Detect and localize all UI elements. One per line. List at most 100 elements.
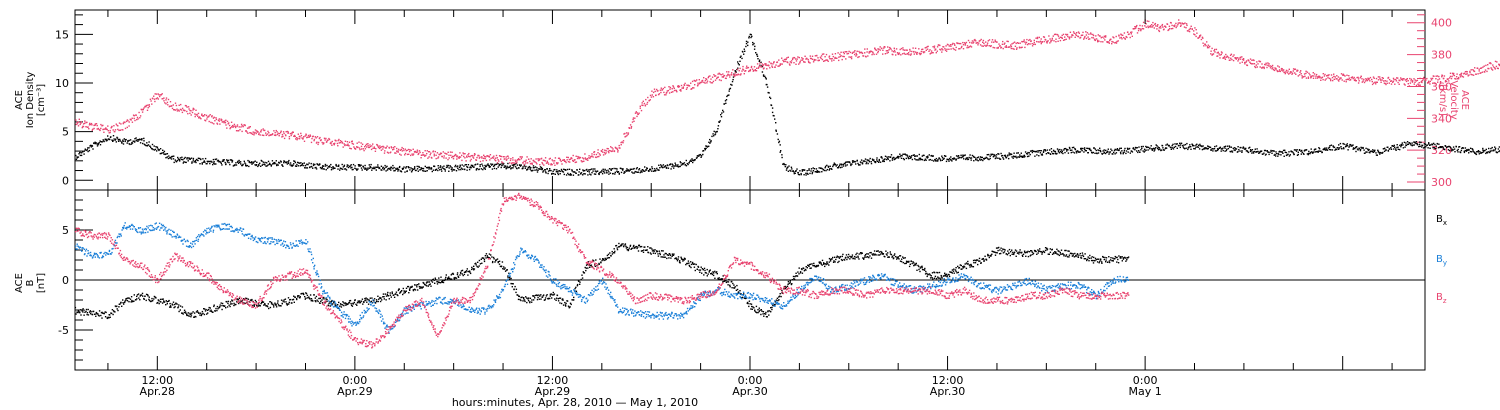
- density-series-point: [334, 167, 336, 169]
- density-series-point: [1017, 152, 1019, 154]
- velocity-series-point: [1318, 76, 1320, 78]
- density-series-point: [1054, 152, 1057, 154]
- velocity-series-point: [579, 157, 582, 159]
- density-series-point: [452, 169, 455, 171]
- density-series-point: [509, 166, 511, 169]
- velocity-series-point: [469, 156, 471, 158]
- density-series-point: [896, 156, 898, 158]
- velocity-series-point: [875, 49, 878, 51]
- density-series-point: [1271, 152, 1273, 154]
- velocity-series-point: [1228, 59, 1231, 61]
- velocity-series-point: [94, 124, 96, 126]
- density-series-point: [1243, 148, 1246, 150]
- velocity-series-point: [1333, 73, 1335, 75]
- velocity-series-point: [742, 69, 745, 71]
- density-series-point: [962, 156, 964, 158]
- density-series-point: [728, 94, 730, 96]
- density-series-point: [700, 155, 703, 157]
- velocity-series-point: [1064, 36, 1066, 38]
- velocity-series-point: [826, 59, 829, 61]
- velocity-series-point: [842, 55, 844, 58]
- velocity-series-point: [659, 89, 662, 91]
- velocity-series-point: [165, 103, 167, 105]
- velocity-series-point: [812, 61, 815, 63]
- velocity-series-point: [447, 158, 449, 161]
- velocity-series-point: [1134, 28, 1136, 30]
- density-series-point: [919, 157, 922, 159]
- density-series-point: [1409, 143, 1412, 145]
- velocity-series-point: [412, 148, 414, 150]
- density-series-point: [717, 128, 719, 130]
- velocity-series-point: [915, 52, 918, 54]
- velocity-series-point: [654, 90, 656, 93]
- density-series-point: [1094, 152, 1096, 154]
- density-series-point: [988, 153, 990, 156]
- velocity-series-point: [569, 158, 572, 160]
- density-series-point: [1233, 149, 1235, 151]
- velocity-series-point: [929, 53, 931, 55]
- density-series-point: [427, 166, 429, 169]
- density-series-point: [516, 164, 519, 166]
- velocity-series-point: [443, 157, 445, 159]
- density-series-point: [547, 170, 550, 172]
- velocity-series-point: [907, 53, 909, 55]
- velocity-series-point: [461, 154, 463, 157]
- density-series-point: [482, 165, 484, 167]
- velocity-series-point: [507, 155, 509, 157]
- velocity-series-point: [745, 70, 747, 72]
- density-series-point: [493, 164, 496, 167]
- density-series-point: [236, 161, 239, 163]
- density-series-point: [709, 138, 711, 141]
- density-series-point: [1079, 151, 1081, 153]
- velocity-series-point: [878, 48, 880, 50]
- velocity-series-point: [820, 55, 823, 57]
- velocity-series-point: [626, 134, 628, 137]
- density-series-point: [605, 169, 607, 172]
- velocity-series-point: [720, 79, 722, 82]
- density-series-point: [583, 173, 585, 175]
- velocity-series-point: [97, 128, 99, 130]
- density-series-point: [924, 158, 927, 160]
- density-series-point: [651, 166, 653, 168]
- density-series-point: [1335, 148, 1337, 150]
- velocity-series-point: [1181, 22, 1183, 24]
- velocity-series-point: [667, 89, 670, 92]
- density-series-point: [231, 161, 233, 163]
- velocity-series-point: [118, 129, 120, 132]
- density-series-point: [455, 170, 458, 172]
- density-series-point: [264, 161, 266, 164]
- velocity-series-point: [84, 120, 86, 122]
- density-series-point: [439, 165, 442, 167]
- density-series-point: [1053, 150, 1055, 153]
- density-series-point: [149, 145, 151, 147]
- density-series-point: [808, 169, 810, 171]
- density-series-point: [1273, 150, 1275, 152]
- velocity-series-point: [1046, 42, 1048, 44]
- velocity-series-point: [578, 156, 580, 158]
- density-series-point: [590, 168, 593, 170]
- density-series-point: [1466, 149, 1468, 151]
- velocity-series-point: [1239, 56, 1242, 58]
- velocity-series-point: [468, 155, 470, 158]
- velocity-series-point: [1311, 75, 1313, 77]
- velocity-series-point: [675, 89, 678, 92]
- velocity-series-point: [1118, 35, 1120, 37]
- density-series-point: [775, 129, 777, 131]
- density-series-point: [683, 162, 686, 164]
- density-series-point: [1382, 151, 1384, 154]
- density-series-point: [1406, 143, 1409, 146]
- velocity-series-point: [1273, 69, 1276, 72]
- velocity-series-point: [1208, 46, 1210, 49]
- velocity-series-point: [1034, 43, 1036, 46]
- density-series-point: [899, 155, 901, 158]
- density-series-point: [1433, 147, 1435, 149]
- density-series-point: [988, 158, 990, 161]
- velocity-series-point: [927, 45, 929, 48]
- velocity-series-point: [1298, 74, 1301, 76]
- velocity-series-point: [1084, 35, 1086, 38]
- velocity-series-point: [918, 48, 920, 50]
- velocity-series-point: [178, 104, 180, 106]
- velocity-series-point: [343, 143, 345, 145]
- velocity-series-point: [595, 153, 598, 156]
- density-series-point: [726, 95, 728, 98]
